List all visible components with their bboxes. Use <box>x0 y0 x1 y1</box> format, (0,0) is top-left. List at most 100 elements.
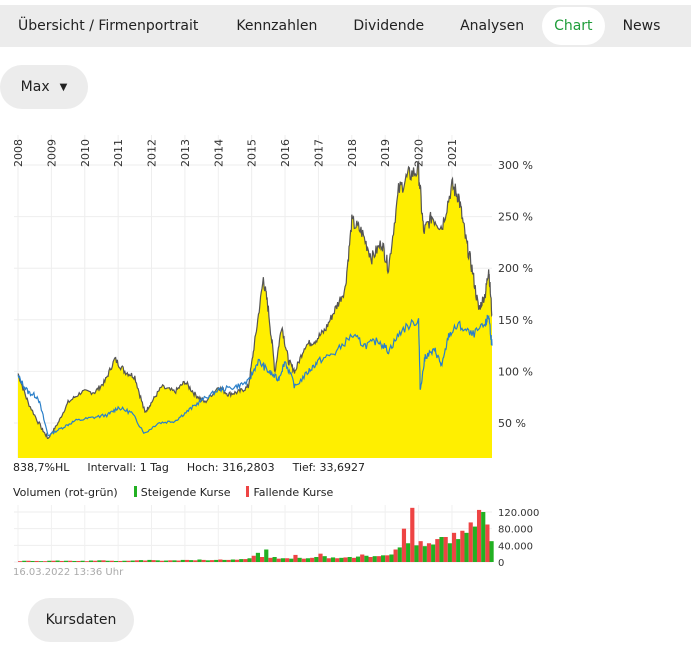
volume-bar-falling <box>310 557 315 562</box>
y-tick-label: 200 % <box>498 262 533 275</box>
legend-rising-label: Steigende Kurse <box>140 486 231 499</box>
volume-bar-falling <box>335 558 340 562</box>
range-select[interactable]: Max ▼ <box>0 65 88 109</box>
volume-tick-label: 40.000 <box>498 541 533 552</box>
volume-bar-falling <box>385 555 390 562</box>
volume-bar-rising <box>255 552 261 562</box>
volume-bar-rising <box>30 560 35 562</box>
volume-bar-falling <box>168 560 173 562</box>
volume-bar-rising <box>97 560 102 562</box>
volume-bar-rising <box>205 560 210 562</box>
volume-bar-rising <box>314 557 319 562</box>
volume-bar-falling <box>59 560 64 562</box>
volume-bar-rising <box>330 557 336 562</box>
volume-bar-falling <box>251 555 256 562</box>
volume-bar-falling <box>485 524 490 562</box>
volume-bar-falling <box>301 558 306 562</box>
volume-bar-falling <box>143 560 148 562</box>
volume-tick-label: 0 <box>498 558 504 568</box>
range-select-value: Max <box>20 79 50 95</box>
tab-news[interactable]: News <box>622 18 661 34</box>
volume-bar-rising <box>272 557 277 562</box>
x-tick-label: 2014 <box>212 139 225 167</box>
volume-bar-rising <box>489 541 494 562</box>
volume-bar-falling <box>159 560 165 562</box>
volume-bar-rising <box>447 543 452 562</box>
volume-bar-falling <box>151 560 156 562</box>
volume-bar-rising <box>164 560 169 562</box>
volume-bar-rising <box>147 559 152 562</box>
volume-bar-falling <box>218 559 223 562</box>
volume-bar-falling <box>318 553 323 562</box>
volume-bar-rising <box>197 559 202 562</box>
kursdaten-button[interactable]: Kursdaten <box>28 598 134 642</box>
tab-analysen[interactable]: Analysen <box>460 18 525 34</box>
volume-bar-falling <box>176 560 181 562</box>
volume-bar-falling <box>43 561 48 562</box>
volume-bar-falling <box>435 539 440 562</box>
timestamp: 16.03.2022 13:36 Uhr <box>13 567 124 578</box>
volume-bar-falling <box>451 532 457 562</box>
volume-legend: Volumen (rot-grün) Steigende Kurse Falle… <box>13 486 333 499</box>
volume-bar-rising <box>422 546 427 562</box>
legend-rising: Steigende Kurse <box>133 486 231 499</box>
price-line <box>17 160 493 439</box>
chart-info: 838,7%HL Intervall: 1 Tag Hoch: 316,2803… <box>13 461 365 474</box>
volume-bar-falling <box>268 557 273 562</box>
volume-bar-falling <box>34 560 39 562</box>
volume-bar-rising <box>472 526 477 562</box>
volume-bar-falling <box>234 559 240 562</box>
x-tick-label: 2018 <box>346 139 359 167</box>
volume-bar-rising <box>122 560 127 562</box>
volume-bar-falling <box>193 560 198 562</box>
tab-overview[interactable]: Übersicht / Firmenportrait <box>18 18 199 34</box>
price-chart[interactable]: 50 % 100 % 150 % 200 % 250 % 300 % 2008 2009 201… <box>0 130 560 460</box>
volume-bar-falling <box>393 549 398 562</box>
volume-bar-rising <box>130 560 135 562</box>
y-tick-label: 150 % <box>498 314 533 327</box>
x-tick-label: 2009 <box>45 139 58 167</box>
volume-bar-falling <box>109 560 114 562</box>
x-tick-label: 2012 <box>146 139 159 167</box>
x-tick-label: 2020 <box>413 139 426 167</box>
volume-bar-rising <box>214 559 219 562</box>
volume-bar-falling <box>343 557 348 562</box>
volume-bar-falling <box>368 557 373 562</box>
volume-bar-falling <box>209 560 215 562</box>
volume-bar-falling <box>376 556 382 562</box>
volume-bar-rising <box>55 560 60 562</box>
volume-bar-falling <box>68 560 73 562</box>
volume-bar-falling <box>410 507 415 562</box>
volume-bar-falling <box>351 557 356 562</box>
volume-bar-rising <box>289 558 294 562</box>
tab-kennzahlen[interactable]: Kennzahlen <box>236 18 318 34</box>
volume-bar-rising <box>180 559 185 562</box>
volume-bar-rising <box>397 547 402 562</box>
volume-bar-rising <box>239 559 244 562</box>
tab-bar: Übersicht / Firmenportrait Kennzahlen Di… <box>0 5 691 47</box>
low-value: Tief: 33,6927 <box>292 461 365 474</box>
tab-chart[interactable]: Chart <box>542 7 605 45</box>
volume-bar-falling <box>76 560 81 562</box>
volume-bar-falling <box>134 560 140 562</box>
volume-bar-falling <box>184 559 190 562</box>
volume-bar-rising <box>305 558 311 562</box>
volume-bar-falling <box>401 528 407 562</box>
volume-bar-rising <box>456 539 461 562</box>
tab-dividende[interactable]: Dividende <box>353 18 425 34</box>
interval-value: Intervall: 1 Tag <box>87 461 169 474</box>
volume-bar-rising <box>222 559 227 562</box>
change-value: 838,7%HL <box>13 461 70 474</box>
volume-bar-rising <box>47 560 52 562</box>
volume-bar-rising <box>389 554 394 562</box>
y-tick-label: 300 % <box>498 159 533 172</box>
volume-tick-label: 120.000 <box>498 508 539 519</box>
volume-bar-falling <box>18 561 23 562</box>
volume-chart: 0 40.000 80.000 120.000 <box>14 505 539 568</box>
x-tick-label: 2021 <box>446 139 459 167</box>
volume-bar-rising <box>481 512 486 562</box>
y-tick-label: 50 % <box>498 417 526 430</box>
volume-bar-rising <box>347 557 352 562</box>
volume-bar-falling <box>360 554 365 562</box>
volume-bar-rising <box>80 560 85 562</box>
